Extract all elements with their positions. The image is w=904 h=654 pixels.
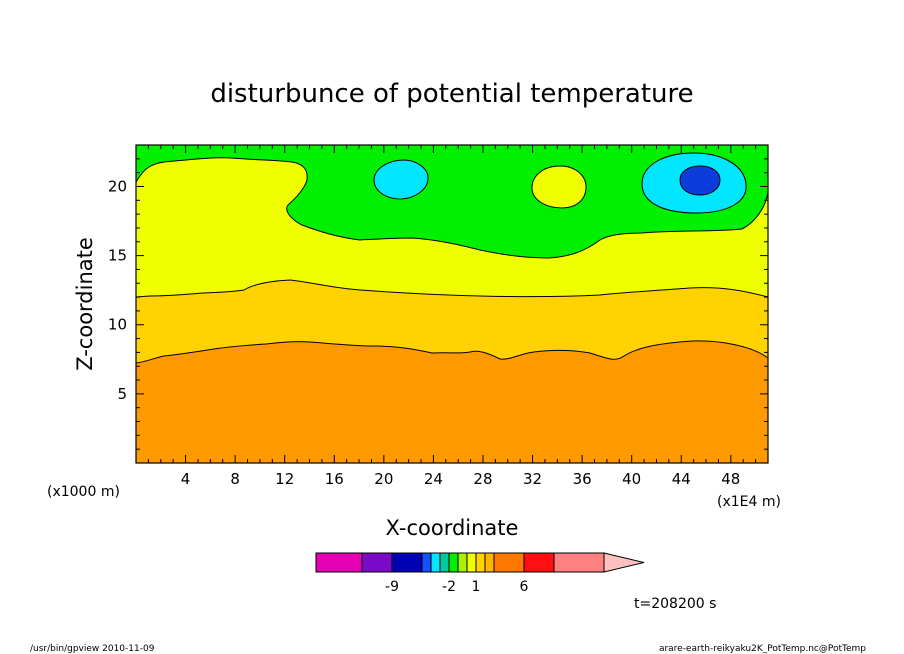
plot-area: [135, 144, 769, 463]
x-tick-label: 16: [325, 470, 344, 488]
plot-frame: [135, 144, 769, 464]
colorbar-tick-label: -2: [442, 579, 456, 595]
colorbar-tick-label: 6: [520, 579, 529, 595]
y-tick-label: 5: [117, 385, 127, 403]
x-tick-label: 36: [573, 470, 592, 488]
x-tick-label: 32: [523, 470, 542, 488]
colorbar-swatch: [553, 552, 605, 573]
footer-left: /usr/bin/gpview 2010-11-09: [30, 644, 155, 654]
x-tick-label: 24: [424, 470, 443, 488]
x-tick-label: 12: [275, 470, 294, 488]
colorbar-swatch: [523, 552, 555, 573]
x-tick-label: 20: [374, 470, 393, 488]
x-tick-label: 48: [721, 470, 740, 488]
colorbar-swatch: [391, 552, 423, 573]
colorbar-tick-label: 1: [472, 579, 481, 595]
y-axis-title: Z-coordinate: [73, 237, 97, 371]
x-tick-label: 44: [672, 470, 691, 488]
x-tick-label: 8: [230, 470, 240, 488]
colorbar-swatch: [439, 552, 450, 573]
region-positive-middle: [531, 165, 587, 209]
chart-title: disturbunce of potential temperature: [210, 79, 693, 109]
x-tick-label: 4: [181, 470, 191, 488]
region-0-to-1: [135, 144, 769, 259]
x-tick-label: 40: [622, 470, 641, 488]
colorbar-tick-label: -9: [385, 579, 399, 595]
colorbar-swatch: [484, 552, 495, 573]
colorbar-swatch: [457, 552, 468, 573]
y-tick-label: 10: [108, 316, 127, 334]
colorbar-overflow-arrow: [603, 552, 645, 573]
x-unit-right: (x1E4 m): [717, 494, 781, 510]
x-tick-label: 28: [473, 470, 492, 488]
colorbar-swatch: [361, 552, 393, 573]
colorbar-swatch: [493, 552, 525, 573]
colorbar-swatch: [475, 552, 486, 573]
colorbar-swatch: [448, 552, 459, 573]
colorbar-swatch: [430, 552, 441, 573]
colorbar-swatch: [466, 552, 477, 573]
colorbar-swatch: [315, 552, 363, 573]
y-tick-label: 20: [108, 177, 127, 195]
x-unit-left: (x1000 m): [47, 484, 120, 500]
region-minimum: [679, 165, 721, 196]
footer-right: arare-earth-reikyaku2K_PotTemp.nc@PotTem…: [659, 644, 866, 654]
time-label: t=208200 s: [634, 596, 716, 612]
y-tick-label: 15: [108, 247, 127, 265]
x-axis-title: X-coordinate: [386, 516, 519, 540]
colorbar-swatch: [421, 552, 432, 573]
region-negative-left: [373, 159, 429, 200]
colorbar: -9 -2 1 6: [315, 552, 645, 595]
